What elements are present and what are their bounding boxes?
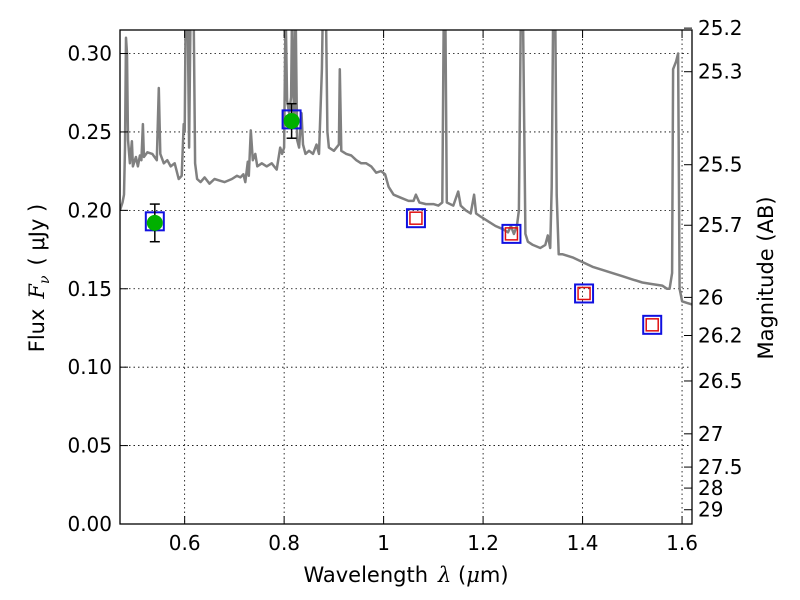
- magnitude-tick-label: 25.3: [698, 60, 743, 84]
- magnitude-tick-label: 29: [698, 498, 723, 522]
- y-axis-nu-subscript: ν: [37, 275, 53, 284]
- x-tick-label: 0.8: [268, 531, 300, 555]
- magnitude-tick-label: 28: [698, 476, 723, 500]
- y-tick-label: 0.25: [67, 120, 112, 144]
- x-axis-title-text: Wavelength: [303, 563, 428, 587]
- observed-photometry-point: [146, 214, 163, 231]
- magnitude-tick-label: 26.2: [698, 323, 743, 347]
- axis-ticks: 0.6 0.8 1 1.2 1.4 1.6 0.00 0.05 0.10 0.15 0.20 0.25…: [67, 16, 742, 555]
- magnitude-tick-label: 26: [698, 285, 723, 309]
- y-axis-unit: ( μJy ): [25, 204, 49, 266]
- observed-photometry-point: [283, 112, 300, 129]
- data-markers: [144, 102, 663, 335]
- magnitude-tick-label: 27: [698, 422, 723, 446]
- upper-limit-marker: [645, 318, 659, 332]
- model-photometry-marker: [574, 283, 595, 304]
- upper-limit-marker: [504, 227, 519, 241]
- x-axis-title: Wavelength λ (μm): [303, 563, 508, 587]
- y-tick-label: 0.15: [67, 277, 112, 301]
- model-photometry-marker: [405, 208, 426, 229]
- y-tick-label: 0.00: [67, 512, 112, 536]
- upper-limit-marker: [577, 286, 591, 301]
- y-axis-flux-symbol: F: [25, 283, 49, 300]
- plot-area: [120, 30, 692, 524]
- magnitude-tick-label: 25.2: [698, 16, 743, 40]
- magnitude-tick-label: 27.5: [698, 455, 743, 479]
- magnitude-tick-label: 25.5: [698, 153, 743, 177]
- x-axis-lambda: λ: [437, 563, 451, 587]
- model-photometry-marker: [642, 314, 663, 335]
- model-photometry-marker: [501, 223, 522, 244]
- x-tick-label: 1: [377, 531, 390, 555]
- y-tick-label: 0.30: [67, 42, 112, 66]
- x-tick-label: 1.4: [567, 531, 599, 555]
- x-tick-label: 0.6: [169, 531, 201, 555]
- y-axis-title-text: Flux: [25, 309, 49, 353]
- y-axis-title: Flux Fν ( μJy ): [25, 204, 53, 352]
- y-tick-label: 0.20: [67, 198, 112, 222]
- y-tick-label: 0.10: [67, 355, 112, 379]
- x-tick-label: 1.6: [666, 531, 698, 555]
- x-axis-unit-rest: m): [480, 563, 509, 587]
- magnitude-tick-label: 26.5: [698, 369, 743, 393]
- model-spectrum-line: [120, 30, 692, 306]
- x-tick-label: 1.2: [467, 531, 499, 555]
- plot-frame: [119, 29, 693, 525]
- x-axis-unit-open: (: [451, 563, 466, 587]
- y-tick-label: 0.05: [67, 434, 112, 458]
- magnitude-axis-title: Magnitude (AB): [754, 196, 778, 359]
- upper-limit-marker: [409, 211, 423, 225]
- x-axis-unit-mu: μ: [466, 563, 480, 587]
- magnitude-tick-label: 25.7: [698, 213, 743, 237]
